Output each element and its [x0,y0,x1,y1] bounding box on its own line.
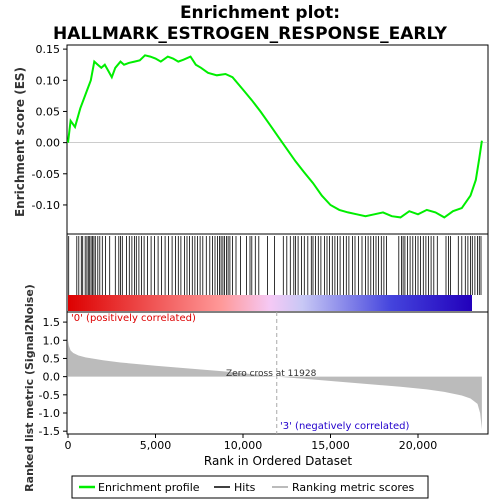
es-y-tick-label: 0.15 [36,43,61,56]
rank-y-tick-label: -0.5 [39,389,60,402]
rank-y-tick-label: -1.0 [39,407,60,420]
legend-box [71,475,429,499]
rank-y-tick-label: -1.5 [39,425,60,438]
es-y-axis-label: Enrichment score (ES) [13,67,27,217]
es-y-tick-label: 0.10 [36,74,61,87]
legend-hits-label: Hits [234,481,256,494]
hits-lines [68,236,482,295]
x-tick-label: 0 [65,439,72,452]
x-tick-label: 5,000 [140,439,172,452]
negative-correlation-label: '3' (negatively correlated) [280,421,409,432]
positive-correlation-label: '0' (positively correlated) [71,313,196,324]
es-y-tick-label: 0.00 [36,137,61,150]
rank-y-axis-label: Ranked list metric (Signal2Noise) [23,284,36,492]
x-axis-label: Rank in Ordered Dataset [204,454,352,468]
rank-y-ticks: 1.5 1.0 0.5 0.0 -0.5 -1.0 -1.5 [39,316,67,438]
ranking-metric-area [68,340,482,430]
es-y-tick-label: 0.05 [36,105,61,118]
x-tick-label: 10,000 [224,439,263,452]
chart-title-line2: HALLMARK_ESTROGEN_RESPONSE_EARLY [53,24,448,44]
legend-enrichment-label: Enrichment profile [98,481,200,494]
rank-y-tick-label: 0.0 [43,371,61,384]
rank-y-tick-label: 1.5 [43,316,61,329]
legend-ranking-label: Ranking metric scores [292,481,414,494]
rank-y-tick-label: 1.0 [43,334,61,347]
enrichment-profile-line [67,54,483,219]
x-tick-label: 15,000 [311,439,350,452]
es-y-tick-label: -0.05 [32,168,60,181]
x-axis-ticks: 0 5,000 10,000 15,000 20,000 [65,434,438,452]
rank-y-tick-label: 0.5 [43,352,61,365]
rank-colorbar [68,295,472,311]
es-y-tick-label: -0.10 [32,199,60,212]
x-tick-label: 20,000 [399,439,438,452]
chart-title-line1: Enrichment plot: [180,3,340,23]
es-panel-frame [66,44,489,235]
zero-cross-label: Zero cross at 11928 [226,369,317,379]
es-y-ticks: 0.15 0.10 0.05 0.00 -0.05 -0.10 [32,43,67,212]
